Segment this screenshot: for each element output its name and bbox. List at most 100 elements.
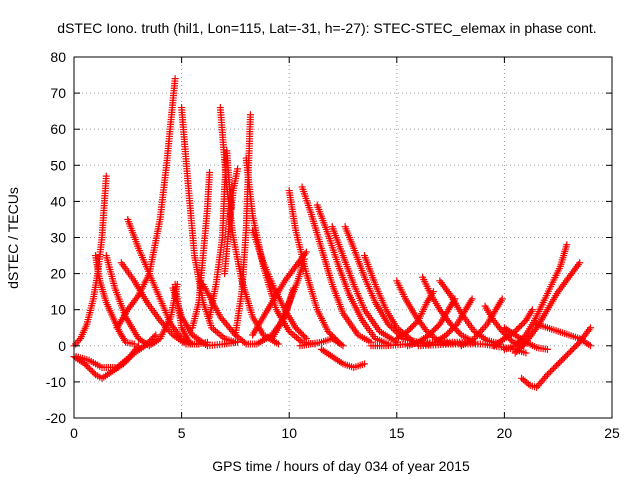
y-tick-label: 80 — [50, 49, 66, 65]
data-point-plus — [295, 327, 303, 335]
y-tick-label: 30 — [50, 230, 66, 246]
data-point-plus — [545, 369, 553, 377]
data-point-plus — [152, 331, 160, 339]
data-point-plus — [557, 357, 565, 365]
data-point-plus — [570, 344, 578, 352]
x-tick-label: 25 — [604, 425, 620, 441]
data-point-plus — [84, 363, 92, 371]
data-point-plus — [87, 366, 95, 374]
data-point-plus — [511, 342, 519, 350]
data-point-plus — [293, 325, 301, 333]
data-series — [169, 284, 242, 350]
data-point-plus — [428, 328, 436, 336]
data-point-plus — [433, 323, 441, 331]
data-point-plus — [90, 369, 98, 377]
data-point-plus — [410, 321, 418, 329]
data-point-plus — [513, 347, 521, 355]
data-point-plus — [408, 323, 416, 331]
data-point-plus — [498, 295, 506, 303]
y-tick-label: -10 — [46, 374, 66, 390]
data-point-plus — [498, 327, 506, 335]
data-series — [70, 331, 160, 382]
data-point-plus — [568, 346, 576, 354]
data-point-plus — [407, 324, 415, 332]
data-point-plus — [447, 320, 455, 328]
y-tick-label: 20 — [50, 266, 66, 282]
data-point-plus — [573, 341, 581, 349]
data-series — [511, 259, 584, 357]
data-series — [92, 252, 138, 348]
data-point-plus — [299, 331, 307, 339]
y-tick-label: 40 — [50, 193, 66, 209]
data-point-plus — [516, 344, 524, 352]
data-point-plus — [102, 172, 110, 180]
data-point-plus — [206, 169, 214, 177]
data-point-plus — [550, 364, 558, 372]
data-series — [206, 147, 235, 321]
data-point-plus — [513, 340, 521, 348]
data-point-plus — [85, 364, 93, 372]
data-point-plus — [292, 324, 300, 332]
data-point-plus — [556, 358, 564, 366]
data-series — [533, 320, 594, 350]
data-point-plus — [339, 342, 347, 350]
data-point-plus — [301, 333, 309, 341]
data-point-plus — [141, 342, 149, 350]
data-point-plus — [571, 343, 579, 351]
data-point-plus — [576, 259, 584, 267]
data-point-plus — [143, 340, 151, 348]
data-point-plus — [586, 324, 594, 332]
data-point-plus — [454, 328, 462, 336]
data-point-plus — [427, 329, 435, 337]
data-point-plus — [452, 322, 460, 330]
data-point-plus — [456, 329, 464, 337]
y-tick-label: 50 — [50, 157, 66, 173]
x-axis-label: GPS time / hours of day 034 of year 2015 — [212, 458, 470, 474]
y-tick-label: 0 — [58, 338, 66, 354]
data-point-plus — [563, 351, 571, 359]
data-series — [113, 75, 179, 332]
data-point-plus — [147, 336, 155, 344]
data-point-plus — [327, 330, 335, 338]
data-point-plus — [517, 321, 525, 329]
data-point-plus — [514, 324, 522, 332]
data-point-plus — [468, 295, 476, 303]
data-point-plus — [405, 326, 413, 334]
data-point-plus — [522, 349, 530, 357]
data-point-plus — [566, 347, 574, 355]
data-point-plus — [135, 342, 143, 350]
data-point-plus — [434, 322, 442, 330]
data-series — [367, 338, 476, 350]
y-tick-label: 10 — [50, 302, 66, 318]
data-point-plus — [431, 325, 439, 333]
data-series — [296, 335, 347, 350]
data-point-plus — [507, 337, 515, 345]
data-point-plus — [586, 342, 594, 350]
data-point-plus — [444, 329, 452, 337]
data-point-plus — [559, 355, 567, 363]
x-tick-label: 20 — [497, 425, 513, 441]
data-point-plus — [548, 366, 556, 374]
data-point-plus — [150, 333, 158, 341]
data-point-plus — [324, 327, 332, 335]
x-tick-label: 10 — [281, 425, 297, 441]
data-point-plus — [553, 361, 561, 369]
data-point-plus — [500, 329, 508, 337]
data-series — [242, 154, 319, 348]
data-point-plus — [144, 339, 152, 347]
x-tick-label: 0 — [70, 425, 78, 441]
data-point-plus — [384, 320, 392, 328]
data-point-plus — [554, 360, 562, 368]
data-series — [221, 165, 242, 278]
y-tick-label: 60 — [50, 121, 66, 137]
data-point-plus — [551, 363, 559, 371]
data-point-plus — [246, 111, 254, 119]
data-series — [393, 288, 437, 343]
data-point-plus — [404, 327, 412, 335]
data-point-plus — [511, 349, 519, 357]
data-point-plus — [565, 349, 573, 357]
data-point-plus — [411, 320, 419, 328]
data-point-plus — [442, 331, 450, 339]
data-point-plus — [450, 323, 458, 331]
